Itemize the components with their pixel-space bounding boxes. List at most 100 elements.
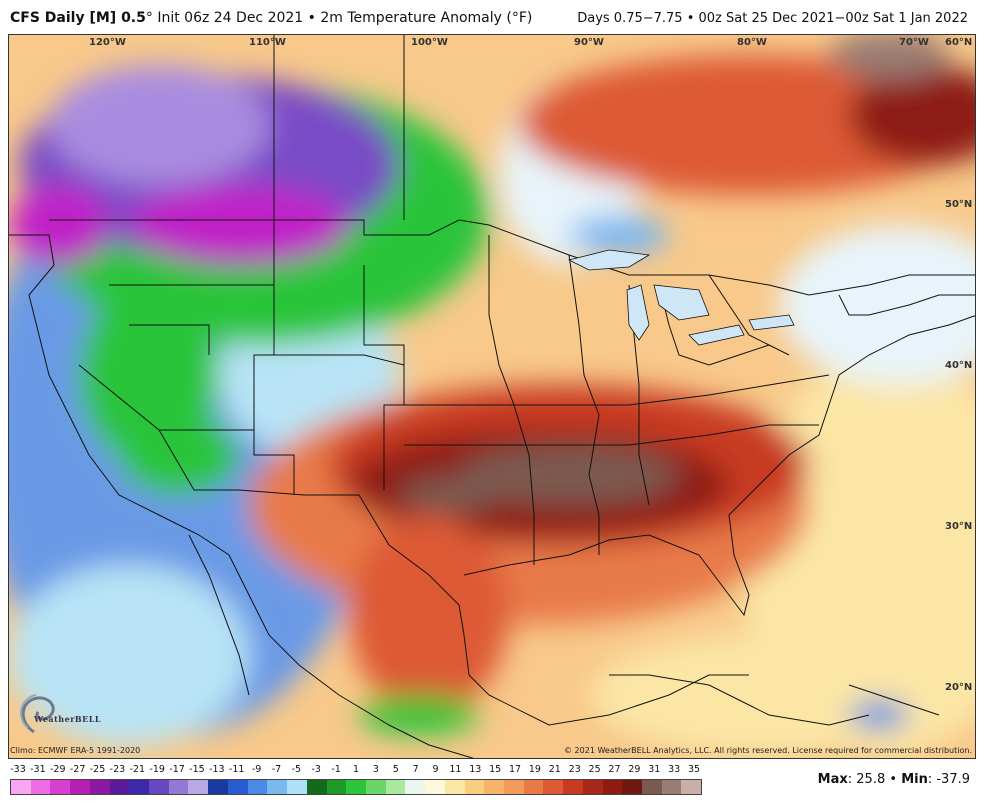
colorbar-label: 13 bbox=[469, 764, 482, 775]
colorbar-label: 19 bbox=[528, 764, 541, 775]
colorbar-label: -3 bbox=[311, 764, 321, 775]
header: CFS Daily [M] 0.5° Init 06z 24 Dec 2021 … bbox=[0, 0, 984, 34]
colorbar-legend: -33 -31 -29 -27 -25 -23 -21 -19 -17 -15 -13 -11 -9 -7… bbox=[10, 764, 710, 804]
colorbar-swatch bbox=[365, 780, 386, 794]
colorbar-swatch bbox=[227, 780, 248, 794]
colorbar-label: 3 bbox=[372, 764, 379, 775]
colorbar-swatch bbox=[622, 780, 642, 794]
colorbar-swatch bbox=[503, 780, 524, 794]
colorbar-swatch bbox=[30, 780, 51, 794]
map-canvas bbox=[9, 35, 975, 758]
colorbar-swatch bbox=[484, 780, 504, 794]
colorbar-label: -21 bbox=[129, 764, 146, 775]
lat-label: 20°N bbox=[945, 682, 973, 693]
colorbar-label: -27 bbox=[69, 764, 86, 775]
climo-note: Climo: ECMWF ERA-5 1991-2020 bbox=[10, 746, 141, 755]
colorbar-strip bbox=[10, 779, 702, 795]
colorbar-swatch bbox=[11, 780, 31, 794]
colorbar-labels: -33 -31 -29 -27 -25 -23 -21 -19 -17 -15 -13 -11 -9 -7… bbox=[10, 764, 710, 778]
colorbar-label: -25 bbox=[89, 764, 106, 775]
colorbar-swatch bbox=[425, 780, 445, 794]
colorbar-label: 31 bbox=[648, 764, 661, 775]
colorbar-label: -17 bbox=[169, 764, 185, 775]
colorbar-swatch bbox=[50, 780, 71, 794]
temperature-anomaly-map: 120°W 110°W 100°W 90°W 80°W 70°W 60°N 50… bbox=[8, 34, 976, 759]
colorbar-swatch bbox=[149, 780, 169, 794]
colorbar-label: -29 bbox=[49, 764, 66, 775]
colorbar-swatch bbox=[70, 780, 90, 794]
colorbar-swatch bbox=[563, 780, 583, 794]
colorbar-label: -1 bbox=[331, 764, 341, 775]
colorbar-swatch bbox=[247, 780, 268, 794]
colorbar-label: -9 bbox=[251, 764, 262, 775]
max-min-stats: Max: 25.8 • Min: -37.9 bbox=[817, 772, 970, 787]
colorbar-label: -15 bbox=[189, 764, 205, 775]
colorbar-label: 25 bbox=[588, 764, 601, 775]
lat-label: 40°N bbox=[945, 360, 973, 371]
colorbar-swatch bbox=[464, 780, 485, 794]
weatherbell-logo-icon bbox=[20, 694, 55, 734]
lon-label: 100°W bbox=[411, 37, 448, 48]
colorbar-label: -11 bbox=[228, 764, 245, 775]
colorbar-swatch bbox=[346, 780, 366, 794]
anomaly-field bbox=[9, 35, 975, 755]
colorbar-label: -7 bbox=[271, 764, 282, 775]
colorbar-label: 17 bbox=[509, 764, 522, 775]
colorbar-swatch bbox=[89, 780, 110, 794]
colorbar-swatch bbox=[129, 780, 150, 794]
colorbar-label: -19 bbox=[149, 764, 165, 775]
field-name: 2m Temperature Anomaly (°F) bbox=[320, 10, 533, 26]
lon-label: 90°W bbox=[574, 37, 604, 48]
lon-label: 70°W bbox=[899, 37, 929, 48]
colorbar-label: -5 bbox=[291, 764, 302, 775]
valid-period: Days 0.75−7.75 • 00z Sat 25 Dec 2021−00z… bbox=[577, 11, 968, 26]
init-time: Init 06z 24 Dec 2021 bbox=[157, 10, 304, 26]
colorbar-swatch bbox=[523, 780, 544, 794]
lon-label: 120°W bbox=[89, 37, 126, 48]
colorbar-label: 23 bbox=[568, 764, 581, 775]
colorbar-swatch bbox=[188, 780, 209, 794]
colorbar-label: 11 bbox=[449, 764, 462, 775]
colorbar-swatch bbox=[661, 780, 682, 794]
colorbar-label: 1 bbox=[352, 764, 360, 775]
lon-label: 80°W bbox=[737, 37, 767, 48]
copyright-note: © 2021 WeatherBELL Analytics, LLC. All r… bbox=[564, 746, 972, 755]
colorbar-label: 21 bbox=[548, 764, 561, 775]
model-name: CFS Daily [M] 0.5 bbox=[10, 10, 146, 26]
great-lakes bbox=[567, 249, 795, 346]
colorbar-swatch bbox=[681, 780, 702, 794]
colorbar-label: 29 bbox=[628, 764, 641, 775]
colorbar-swatch bbox=[267, 780, 288, 794]
colorbar-swatch bbox=[306, 780, 327, 794]
lat-label: 30°N bbox=[945, 521, 973, 532]
colorbar-label: -13 bbox=[209, 764, 225, 775]
lat-label: 50°N bbox=[945, 199, 973, 210]
colorbar-swatch bbox=[405, 780, 426, 794]
lon-label: 110°W bbox=[249, 37, 286, 48]
max-value: 25.8 bbox=[856, 772, 886, 787]
colorbar-swatch bbox=[109, 780, 130, 794]
colorbar-label: 5 bbox=[392, 764, 399, 775]
colorbar-swatch bbox=[543, 780, 564, 794]
colorbar-label: 33 bbox=[668, 764, 681, 775]
colorbar-label: 15 bbox=[489, 764, 502, 775]
chart-title: CFS Daily [M] 0.5° Init 06z 24 Dec 2021 … bbox=[10, 10, 533, 26]
colorbar-swatch bbox=[582, 780, 603, 794]
colorbar-label: -23 bbox=[109, 764, 126, 775]
colorbar-label: 35 bbox=[687, 764, 701, 775]
colorbar-swatch bbox=[208, 780, 228, 794]
colorbar-label: 9 bbox=[432, 764, 439, 775]
colorbar-swatch bbox=[602, 780, 623, 794]
boundaries bbox=[9, 35, 975, 758]
logo-text: WeatherBELL bbox=[34, 714, 102, 724]
colorbar-label: 27 bbox=[608, 764, 621, 775]
colorbar-swatch bbox=[642, 780, 662, 794]
colorbar-swatch bbox=[287, 780, 307, 794]
colorbar-swatch bbox=[444, 780, 465, 794]
colorbar-swatch bbox=[326, 780, 347, 794]
colorbar-label: -33 bbox=[10, 764, 26, 775]
colorbar-label: 7 bbox=[412, 764, 419, 775]
colorbar-swatch bbox=[385, 780, 406, 794]
min-value: -37.9 bbox=[936, 772, 970, 787]
colorbar-label: -31 bbox=[30, 764, 46, 775]
